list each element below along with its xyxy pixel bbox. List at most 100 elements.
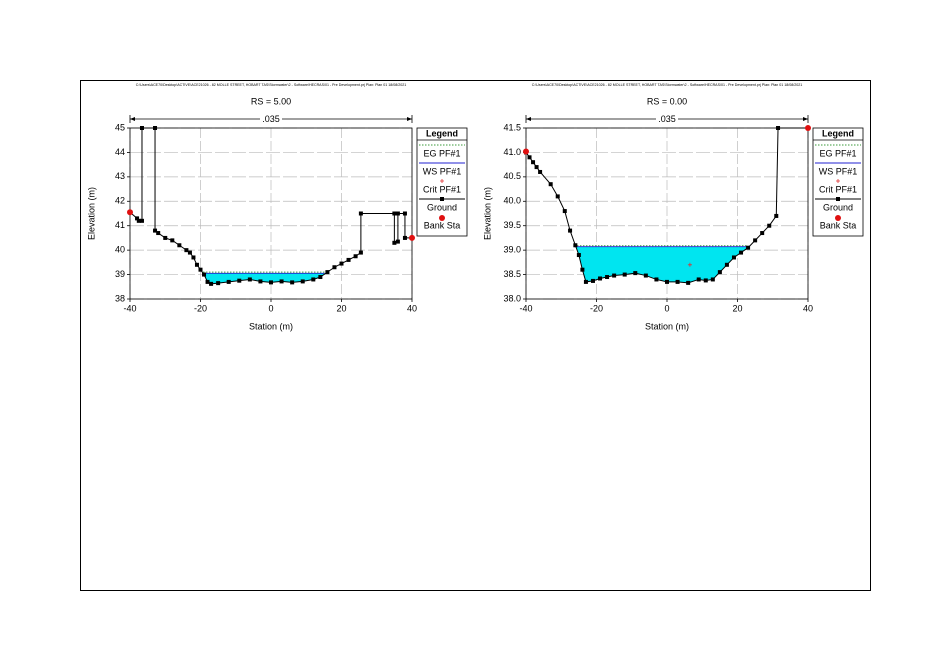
ground-point <box>739 250 744 255</box>
bank-station <box>127 209 133 216</box>
y-tick-label: 40.5 <box>503 171 521 181</box>
y-tick-label: 41.0 <box>503 147 521 157</box>
ground-point <box>191 255 196 260</box>
ground-point <box>654 277 659 282</box>
ground-point <box>194 262 199 267</box>
legend-label: Bank Sta <box>820 220 857 230</box>
ground-point <box>605 275 610 280</box>
ground-point <box>237 278 242 283</box>
plot-frame <box>525 127 809 300</box>
x-tick-label: 0 <box>268 303 273 313</box>
ground-point <box>633 271 638 276</box>
n-label: .035 <box>658 114 676 124</box>
ground-point <box>269 280 273 285</box>
ground-point <box>531 160 536 165</box>
x-axis-label: Station (m) <box>249 321 293 331</box>
x-tick-label: 20 <box>732 303 742 313</box>
ground-point <box>163 235 168 240</box>
ground-point <box>675 279 680 284</box>
ground-point <box>568 228 573 233</box>
ground-point <box>325 270 330 275</box>
ground-point <box>170 238 175 243</box>
y-axis-label: Elevation (m) <box>482 187 492 240</box>
ground-point <box>580 267 585 272</box>
legend-swatch <box>836 179 840 183</box>
ground-point <box>209 281 214 286</box>
ground-point <box>395 239 400 244</box>
page-frame <box>80 80 871 591</box>
y-tick-label: 39 <box>115 269 125 279</box>
ground-point <box>746 245 751 250</box>
y-tick-label: 38.0 <box>503 293 521 303</box>
ground-point <box>311 277 316 282</box>
y-tick-label: 44 <box>115 147 125 157</box>
ground-point <box>353 254 358 259</box>
ground-point <box>216 281 221 286</box>
ground-point <box>622 272 627 277</box>
ground-point <box>392 240 397 245</box>
legend-label: Ground <box>427 202 457 212</box>
ground-point <box>573 243 578 248</box>
ground-point <box>703 278 708 283</box>
ground-point <box>392 211 397 216</box>
ground-point <box>562 209 567 214</box>
ground-point <box>358 211 363 216</box>
ground-point <box>731 255 736 260</box>
legend-label: Crit PF#1 <box>423 184 461 194</box>
ground-point <box>139 126 144 130</box>
legend-label: WS PF#1 <box>819 166 858 176</box>
legend-label: Bank Sta <box>424 220 461 230</box>
y-tick-label: 41.5 <box>503 122 521 132</box>
ground-point <box>279 279 284 284</box>
y-tick-label: 43 <box>115 171 125 181</box>
legend-label: Ground <box>823 202 853 212</box>
ground-point <box>187 250 192 255</box>
file-header: C:\Users\ACE70\Desktop\ACTIVE\ACE21026 -… <box>136 83 407 87</box>
legend-swatch <box>440 179 444 183</box>
ground-point <box>598 276 603 281</box>
legend-swatch <box>836 197 840 201</box>
ground-point <box>402 211 407 216</box>
water-fill <box>203 273 325 284</box>
ground-point <box>135 216 140 221</box>
chart-title: RS = 5.00 <box>251 96 291 106</box>
ground-point <box>290 280 295 285</box>
ground-point <box>776 126 781 130</box>
ground-point <box>402 235 407 240</box>
legend-swatch <box>440 197 444 201</box>
x-tick-label: 40 <box>803 303 813 313</box>
legend-label: WS PF#1 <box>423 166 462 176</box>
ground-point <box>136 218 141 223</box>
y-tick-label: 40 <box>115 245 125 255</box>
ground-point <box>177 243 182 248</box>
y-tick-label: 42 <box>115 196 125 206</box>
ground-point <box>300 279 305 284</box>
ground-point <box>153 228 158 233</box>
ground-point <box>332 265 337 270</box>
y-tick-label: 39.0 <box>503 245 521 255</box>
y-tick-label: 40.0 <box>503 196 521 206</box>
ground-point <box>226 279 231 284</box>
ground-point <box>139 218 144 223</box>
n-label: .035 <box>262 114 280 124</box>
legend-label: EG PF#1 <box>423 148 460 158</box>
ground-point <box>643 273 648 278</box>
x-tick-label: -20 <box>194 303 207 313</box>
chart-title: RS = 0.00 <box>647 96 687 106</box>
ground-point <box>583 279 588 284</box>
ground-point <box>590 278 595 283</box>
ground-point <box>717 270 722 275</box>
ground-point <box>534 165 539 170</box>
file-header: C:\Users\ACE70\Desktop\ACTIVE\ACE21026 -… <box>532 83 803 87</box>
ground-point <box>395 211 400 216</box>
ground-point <box>555 194 560 199</box>
ground-point <box>339 261 344 266</box>
y-tick-label: 45 <box>115 122 125 132</box>
ground-point <box>318 275 323 280</box>
series-group <box>127 126 415 286</box>
y-tick-label: 39.5 <box>503 220 521 230</box>
ground-point <box>774 213 779 218</box>
